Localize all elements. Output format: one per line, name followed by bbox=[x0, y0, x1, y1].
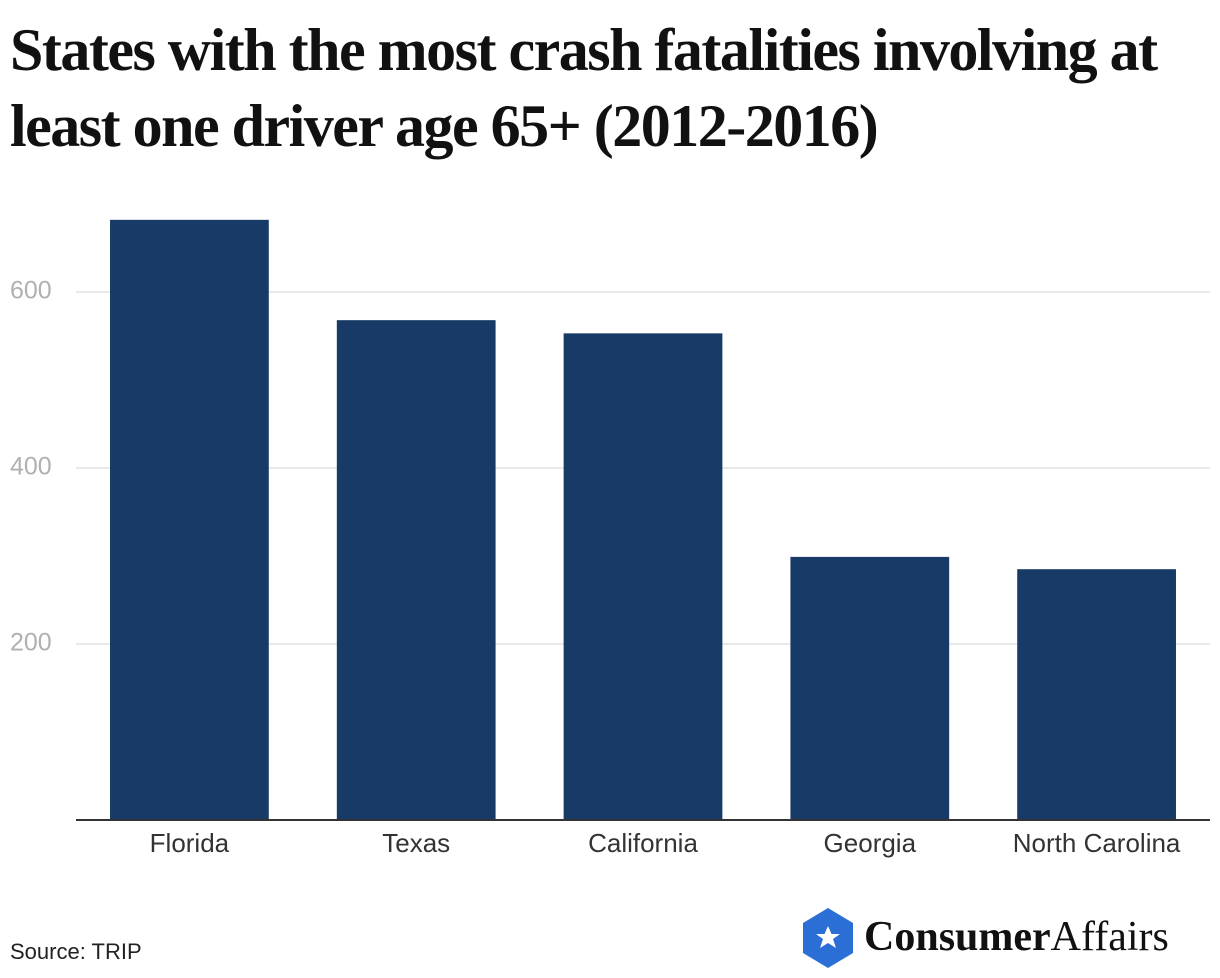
x-tick-label: Texas bbox=[382, 828, 450, 858]
logo: ConsumerAffairs bbox=[803, 908, 1169, 968]
bar bbox=[110, 219, 269, 821]
bar bbox=[790, 556, 950, 820]
x-tick-label: North Carolina bbox=[1013, 828, 1181, 858]
logo-bold: Consumer bbox=[864, 914, 1051, 960]
bar bbox=[1017, 569, 1176, 820]
chart-title: States with the most crash fatalities in… bbox=[10, 17, 1158, 159]
y-tick-label: 600 bbox=[10, 277, 52, 305]
x-tick-label: Florida bbox=[150, 828, 230, 858]
logo-text: ConsumerAffairs bbox=[864, 914, 1169, 960]
x-tick-label: Georgia bbox=[824, 828, 917, 858]
y-tick-label: 400 bbox=[10, 453, 52, 481]
bar bbox=[336, 320, 496, 820]
logo-star bbox=[816, 926, 840, 948]
source: Source: TRIP bbox=[10, 939, 142, 964]
x-tick-label: California bbox=[588, 828, 698, 858]
y-tick-label: 200 bbox=[10, 629, 52, 657]
logo-regular: Affairs bbox=[1051, 914, 1169, 960]
bar bbox=[563, 333, 723, 820]
